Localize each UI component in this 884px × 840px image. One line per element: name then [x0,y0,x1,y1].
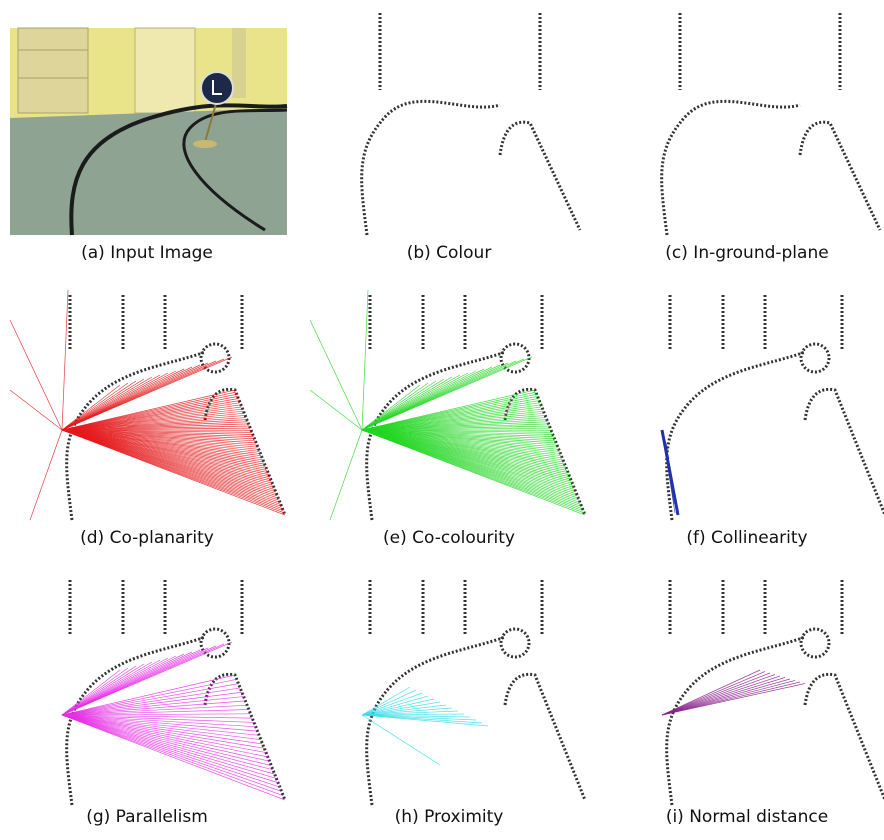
panel-plot [662,580,884,805]
relation-line [10,320,62,430]
relation-line [662,675,775,716]
sign-cloud [801,629,829,657]
relation-line [62,715,271,766]
relation-line [62,290,68,430]
relation-line [362,715,440,765]
relation-line [662,672,765,716]
panel-caption: (d) Co-planarity [80,528,214,548]
sign-cloud [501,344,529,372]
figure: (a) Input Image (b) Colour (c) In-ground-p… [0,0,884,840]
panel-plot [662,295,884,520]
right-track [505,674,585,800]
panel-plot [362,13,580,235]
panel-plot [362,580,585,805]
relation-line [62,679,237,715]
relation-line [662,673,770,715]
panel-plot [10,290,285,520]
right-track [805,674,884,800]
left-track [367,637,505,805]
relation-line [662,678,785,716]
relation-line [62,715,263,744]
relation-line [30,430,62,520]
panel-caption: (a) Input Image [81,243,213,263]
panel-caption: (i) Normal distance [666,807,828,827]
relation-line [662,684,805,716]
sign-cloud [801,344,829,372]
relation-line [330,430,362,520]
relation-line [662,681,795,716]
panel-plot [62,580,285,805]
panel-caption: (e) Co-colourity [383,528,515,548]
left-track [362,101,500,235]
relation-line [310,390,362,430]
panel-plot [662,13,880,235]
sign-cloud [201,344,229,372]
right-track [805,389,884,515]
relation-line [62,664,144,715]
relation-line [62,715,280,787]
relation-line [62,715,276,778]
relation-line [62,715,283,796]
relation-line [10,390,62,430]
panel-plot [310,290,585,520]
relation-line [662,682,800,715]
input-image [10,28,287,235]
relation-line [662,676,780,715]
panel-caption: (c) In-ground-plane [665,243,828,263]
relation-line [662,670,760,715]
sign-cloud [201,629,229,657]
relation-line [62,715,273,770]
right-track [800,122,880,230]
panel-caption: (b) Colour [407,243,492,263]
sign-cloud [501,629,529,657]
panel-caption: (g) Parallelism [86,807,208,827]
relation-line [662,679,790,715]
panel-caption: (h) Proximity [395,807,504,827]
relation-line [362,290,368,430]
relation-line [310,320,362,430]
left-track [667,637,805,805]
left-track [662,101,800,235]
panel-caption: (f) Collinearity [686,528,807,548]
right-track [500,122,580,230]
left-track [667,352,805,520]
